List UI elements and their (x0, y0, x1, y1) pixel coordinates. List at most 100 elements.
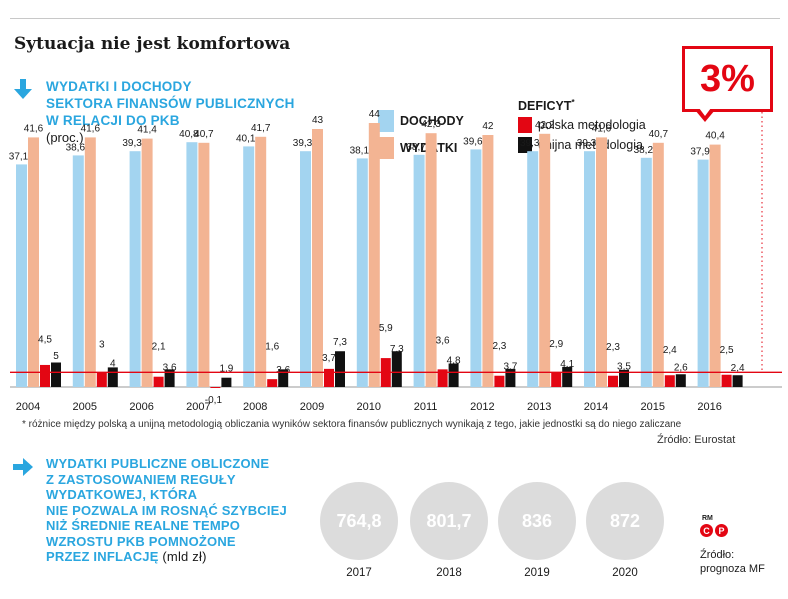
arrow-right-icon (13, 458, 33, 476)
bar-wydatki (28, 137, 39, 387)
badge-pointer-inner (699, 108, 711, 116)
legend-dochody-label: DOCHODY (400, 114, 464, 128)
section1-title-line: SEKTORA FINANSÓW PUBLICZNYCH (46, 96, 295, 111)
source-mf: Źródło: prognoza MF (700, 548, 765, 576)
bar-dochody (243, 146, 255, 387)
label-wydatki: 41,6 (24, 123, 44, 134)
bar-unijna (448, 363, 459, 387)
label-wydatki: 41,7 (251, 123, 271, 134)
forecast-circle-2020: 872 (586, 482, 664, 560)
label-dochody: 39,3 (293, 138, 313, 149)
x-tick-label: 2006 (129, 401, 153, 413)
label-dochody: 38,2 (634, 145, 654, 156)
legend-deficyt-mark: * (571, 98, 575, 107)
bar-polska (267, 379, 278, 387)
label-unijna: 4,8 (447, 355, 461, 366)
section2-title: WYDATKI PUBLICZNE OBLICZONE Z ZASTOSOWAN… (46, 456, 287, 565)
bar-dochody (584, 151, 595, 387)
label-unijna: 3,5 (617, 362, 631, 373)
label-unijna: 2,6 (674, 362, 688, 373)
bar-polska (324, 368, 334, 387)
forecast-circle-2018: 801,7 (410, 482, 488, 560)
x-tick-label: 2010 (357, 401, 381, 413)
label-dochody: 39,3 (577, 138, 597, 149)
x-tick-label: 2016 (697, 401, 721, 413)
headline: Sytuacja nie jest komfortowa (14, 34, 291, 54)
legend-deficyt-head: DEFICYT* (518, 98, 575, 113)
top-divider (10, 18, 780, 19)
bar-wydatki (312, 129, 323, 387)
bar-polska (96, 372, 107, 387)
label-unijna: 3,6 (163, 363, 177, 374)
bar-dochody (413, 154, 425, 387)
bar-dochody (697, 159, 709, 387)
bar-unijna (562, 366, 573, 387)
section2-title-line: NIE POZWALA IM ROSNĄĆ SZYBCIEJ (46, 502, 287, 518)
bar-polska (608, 375, 618, 387)
threshold-badge: 3% (682, 46, 773, 112)
label-dochody: 39,3 (122, 138, 142, 149)
label-wydatki: 41,4 (137, 125, 157, 136)
label-wydatki: 42,2 (535, 120, 555, 131)
bar-polska (664, 375, 675, 387)
legend-polska-label: polska metodologia (538, 118, 646, 132)
label-unijna: 7,3 (390, 344, 404, 355)
bar-polska (721, 374, 732, 387)
bar-wydatki (368, 123, 380, 387)
label-wydatki: 41,6 (592, 123, 612, 134)
rm-mark: RM (702, 515, 713, 522)
x-tick-label: 2013 (527, 401, 551, 413)
bar-polska (153, 376, 164, 387)
legend-dochody-swatch (378, 110, 394, 132)
label-polska: 1,6 (265, 341, 279, 352)
section2-title-line: PRZEZ INFLACJĘ (mld zł) (46, 549, 287, 565)
forecast-circle-2019: 836 (498, 482, 576, 560)
x-tick-label: 2007 (186, 401, 210, 413)
bar-unijna (278, 369, 289, 387)
legend-deficyt-title: DEFICYT (518, 99, 572, 114)
bar-unijna (335, 351, 345, 387)
section2-title-line: NIŻ ŚREDNIE REALNE TEMPO (46, 518, 241, 533)
x-tick-label: 2009 (300, 401, 324, 413)
x-tick-label: 2012 (470, 401, 494, 413)
arrow-down-icon (14, 79, 32, 99)
label-dochody: 40,8 (179, 129, 199, 140)
bar-polska (437, 369, 448, 387)
bar-polska (551, 372, 562, 387)
bar-dochody (470, 149, 482, 387)
label-polska: 2,3 (492, 341, 506, 352)
bar-wydatki (596, 137, 607, 387)
bar-wydatki (709, 144, 721, 387)
section2-title-line: WZROSTU PKB POMNOŻONE (46, 533, 236, 549)
bar-wydatki (84, 137, 96, 387)
footnote: * różnice między polską a unijną metodol… (22, 419, 682, 430)
section2-title-line-last: PRZEZ INFLACJĘ (46, 549, 159, 564)
bar-wydatki (425, 133, 437, 387)
x-tick-label: 2015 (641, 401, 665, 413)
bar-unijna (221, 377, 232, 387)
forecast-year-2020: 2020 (612, 567, 638, 579)
bar-unijna (51, 362, 61, 387)
forecast-year-2018: 2018 (436, 567, 462, 579)
legend-unijna: unijna metodologia (518, 137, 643, 153)
bar-polska (210, 387, 221, 388)
cp-logo-c: C (700, 524, 713, 537)
x-tick-label: 2004 (16, 401, 40, 413)
label-dochody: 39,3 (520, 138, 540, 149)
label-dochody: 40,1 (236, 133, 256, 144)
label-unijna: 4 (110, 358, 116, 369)
bar-unijna (505, 368, 516, 387)
section2-title-line: WYDATKOWEJ, KTÓRA (46, 487, 198, 502)
label-unijna: 4,1 (560, 359, 574, 370)
section1-title-line: W RELACJI DO PKB (46, 113, 180, 128)
forecast-year-2019: 2019 (524, 567, 550, 579)
section2-unit: (mld zł) (162, 549, 207, 564)
label-polska: 2,3 (606, 342, 620, 353)
label-unijna: 7,3 (333, 337, 347, 348)
label-polska: 3,7 (322, 353, 336, 364)
section2-title-line: Z ZASTOSOWANIEM REGUŁY (46, 471, 236, 487)
section1-title-line: WYDATKI I DOCHODY (46, 79, 192, 94)
label-wydatki: 42 (482, 121, 494, 132)
label-polska: 2,9 (549, 339, 563, 350)
bar-dochody (640, 157, 652, 387)
